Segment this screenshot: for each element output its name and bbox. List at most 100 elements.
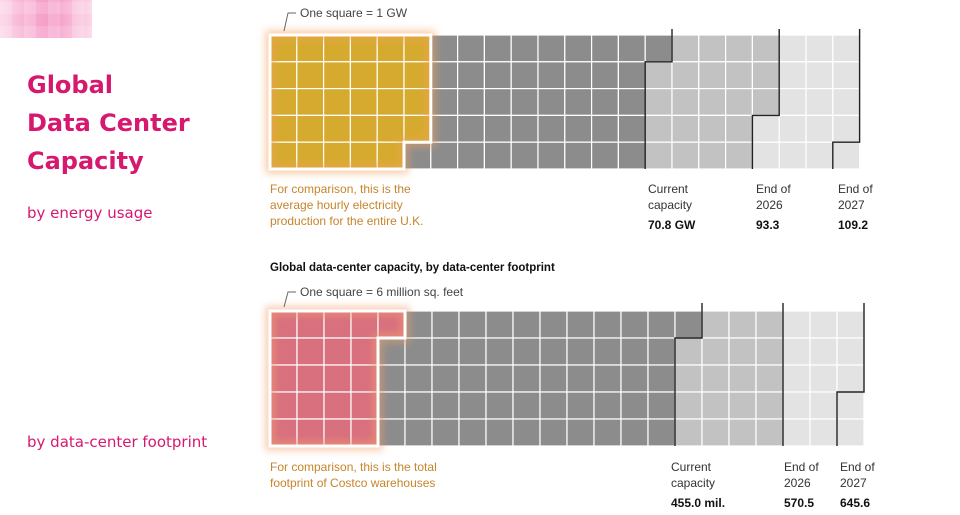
energy-waffle-square xyxy=(617,34,646,63)
energy-waffle-square xyxy=(483,141,512,170)
energy-waffle-square xyxy=(590,34,619,63)
energy-waffle-square xyxy=(296,114,325,143)
footprint-waffle-square xyxy=(566,364,595,393)
subtitle-energy: by energy usage xyxy=(27,204,153,222)
footprint-waffle-square xyxy=(701,364,730,393)
footprint-waffle-square xyxy=(539,310,568,339)
energy-waffle-square xyxy=(510,114,539,143)
energy-waffle-square xyxy=(805,34,834,63)
footprint-waffle-square xyxy=(701,337,730,366)
footprint-waffle-square xyxy=(485,418,514,447)
energy-waffle-square xyxy=(671,114,700,143)
footprint-waffle-square xyxy=(296,391,325,420)
energy-waffle-square xyxy=(617,141,646,170)
footprint-waffle-square xyxy=(512,391,541,420)
energy-waffle-square xyxy=(590,87,619,116)
footprint-waffle-square xyxy=(431,337,460,366)
energy-waffle-square xyxy=(590,114,619,143)
energy-waffle-square xyxy=(537,87,566,116)
energy-waffle-square xyxy=(296,61,325,90)
energy-waffle-square xyxy=(349,87,378,116)
footprint-waffle-square xyxy=(836,337,865,366)
footprint-waffle-square xyxy=(485,337,514,366)
footprint-waffle-square xyxy=(755,418,784,447)
footprint-waffle-square xyxy=(539,337,568,366)
footprint-waffle-square xyxy=(782,364,811,393)
footprint-waffle-square xyxy=(512,418,541,447)
footprint-waffle-square xyxy=(809,391,838,420)
footprint-waffle-square xyxy=(647,364,676,393)
energy-waffle-square xyxy=(564,141,593,170)
footprint-waffle-square xyxy=(836,391,865,420)
footprint-waffle-square xyxy=(485,310,514,339)
footprint-waffle-square xyxy=(323,364,352,393)
energy-waffle-square xyxy=(564,61,593,90)
footprint-waffle-square xyxy=(593,364,622,393)
footprint-milestone-label: End of xyxy=(784,460,819,474)
footprint-waffle-square xyxy=(323,391,352,420)
footprint-waffle-square xyxy=(674,391,703,420)
energy-waffle-square xyxy=(457,61,486,90)
footprint-waffle-square xyxy=(728,364,757,393)
energy-waffle-square xyxy=(323,114,352,143)
energy-waffle-square xyxy=(778,141,807,170)
energy-milestone-line-1 xyxy=(644,29,673,169)
footprint-waffle-square xyxy=(701,391,730,420)
footprint-waffle-square xyxy=(728,337,757,366)
footprint-waffle-square xyxy=(674,310,703,339)
energy-waffle-square xyxy=(644,61,673,90)
energy-waffle-square xyxy=(617,87,646,116)
energy-waffle-square xyxy=(724,34,753,63)
energy-comparison-note-line: average hourly electricity xyxy=(270,198,403,212)
energy-waffle-square xyxy=(698,114,727,143)
footprint-waffle-square xyxy=(593,418,622,447)
energy-waffle-square xyxy=(805,87,834,116)
energy-waffle-square xyxy=(832,114,861,143)
footprint-waffle-square xyxy=(458,418,487,447)
footprint-highlight-outline xyxy=(268,309,407,448)
energy-milestone-line-3 xyxy=(832,29,861,169)
footprint-waffle-square xyxy=(431,310,460,339)
energy-waffle-square xyxy=(457,87,486,116)
energy-waffle-square xyxy=(376,61,405,90)
energy-waffle-square xyxy=(644,34,673,63)
footprint-waffle-square xyxy=(674,337,703,366)
footprint-waffle-square xyxy=(539,364,568,393)
energy-waffle-square xyxy=(510,34,539,63)
footprint-waffle-square xyxy=(647,310,676,339)
energy-milestone-value: 93.3 xyxy=(756,218,780,232)
energy-waffle-square xyxy=(564,34,593,63)
energy-waffle-square xyxy=(537,34,566,63)
energy-waffle-square xyxy=(805,114,834,143)
footprint-unit-leader xyxy=(283,291,296,308)
energy-waffle-square xyxy=(296,87,325,116)
energy-waffle-square xyxy=(323,87,352,116)
energy-waffle-square xyxy=(537,114,566,143)
energy-waffle-square xyxy=(671,141,700,170)
footprint-milestone-label: 2027 xyxy=(840,476,867,490)
energy-waffle-square xyxy=(457,34,486,63)
footprint-waffle-square xyxy=(782,310,811,339)
footprint-waffle-square xyxy=(728,418,757,447)
footprint-waffle-square xyxy=(647,391,676,420)
energy-waffle-square xyxy=(671,61,700,90)
footprint-waffle-square xyxy=(323,337,352,366)
footprint-waffle-square xyxy=(620,364,649,393)
title-line-2: Data Center xyxy=(27,109,190,137)
energy-waffle-square xyxy=(376,87,405,116)
footprint-unit-note: One square = 6 million sq. feet xyxy=(300,285,464,299)
footprint-comparison-note-line: For comparison, this is the total xyxy=(270,460,437,474)
energy-waffle-square xyxy=(590,61,619,90)
energy-waffle-square xyxy=(832,141,861,170)
energy-waffle-square xyxy=(483,61,512,90)
energy-waffle-square xyxy=(751,114,780,143)
energy-waffle-square xyxy=(751,34,780,63)
energy-waffle-square xyxy=(457,141,486,170)
footprint-waffle-square xyxy=(674,418,703,447)
footprint-milestone-label: End of xyxy=(840,460,875,474)
footprint-waffle-square xyxy=(458,364,487,393)
energy-milestone-value: 109.2 xyxy=(838,218,868,232)
energy-waffle-square xyxy=(698,34,727,63)
footprint-waffle-square xyxy=(809,418,838,447)
energy-waffle-square xyxy=(778,114,807,143)
